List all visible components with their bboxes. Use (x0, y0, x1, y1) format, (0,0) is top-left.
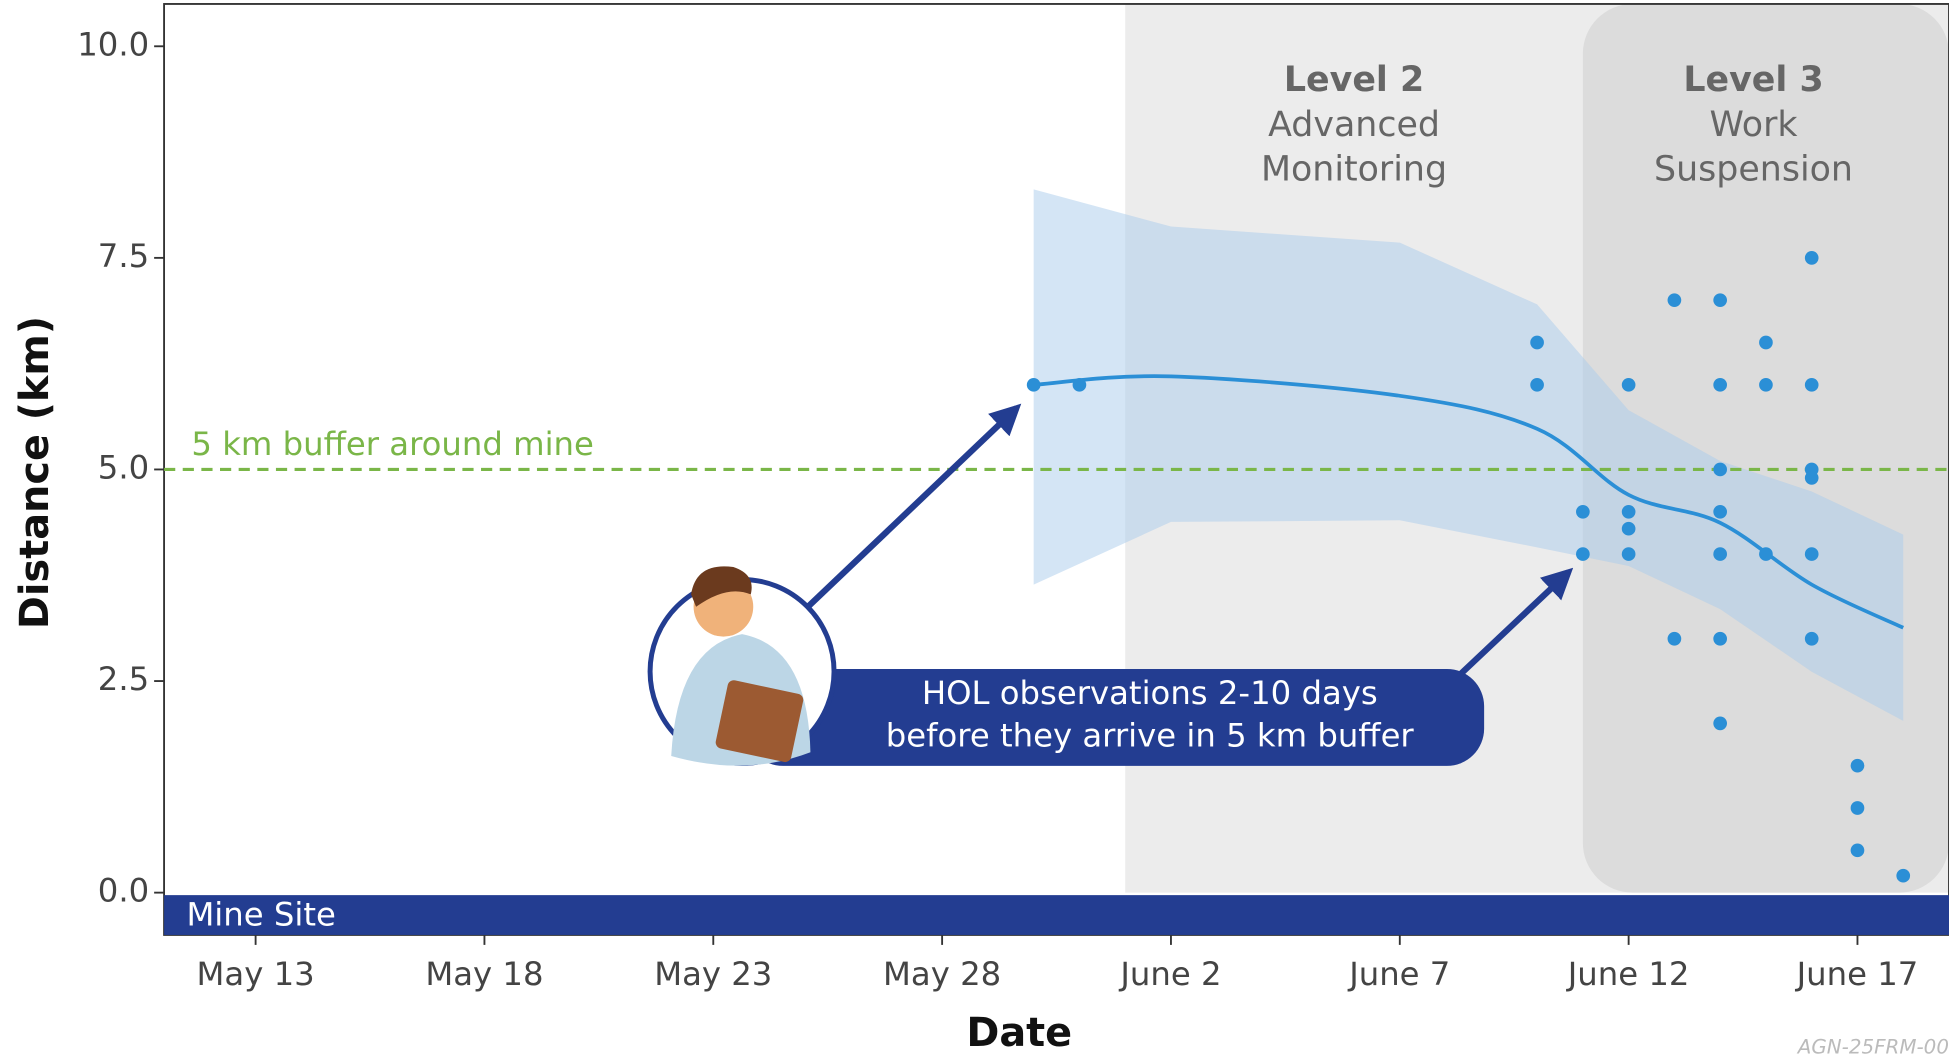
observation-point (1851, 759, 1865, 773)
annotation-text: HOL observations 2-10 days (922, 674, 1378, 712)
page: {"chart_data": { "type": "scatter", "x_l… (0, 0, 1949, 1057)
observation-point (1073, 378, 1087, 392)
observation-point (1530, 336, 1544, 350)
x-tick-label: May 18 (425, 955, 543, 993)
observation-point (1713, 293, 1727, 307)
observation-point (1530, 378, 1544, 392)
observation-point (1668, 293, 1682, 307)
y-tick-label: 2.5 (98, 660, 149, 698)
mine-site-label: Mine Site (186, 895, 335, 933)
observation-point (1027, 378, 1041, 392)
y-axis-label: Distance (km) (12, 316, 58, 629)
chart: Level 2 Advanced Monitoring Level 3 Work Susp… (0, 0, 1949, 1057)
y-tick-label: 10.0 (77, 25, 149, 63)
mine-site-band (164, 895, 1949, 935)
zone-label: Work (1709, 105, 1798, 145)
x-tick-label: May 28 (883, 955, 1001, 993)
observation-point (1576, 547, 1590, 561)
observation-point (1713, 547, 1727, 561)
observation-point (1896, 869, 1910, 883)
observation-point (1622, 505, 1636, 519)
zone-title: Level 2 (1284, 60, 1424, 100)
zone-label: Monitoring (1261, 150, 1447, 190)
observation-point (1713, 378, 1727, 392)
x-tick-label: June 12 (1566, 955, 1690, 993)
y-tick-label: 0.0 (98, 872, 149, 910)
y-tick-label: 7.5 (98, 237, 149, 275)
observation-point (1622, 547, 1636, 561)
watermark: AGN-25FRM-00 (1796, 1036, 1949, 1057)
observation-point (1851, 843, 1865, 857)
observation-point (1713, 463, 1727, 477)
observation-point (1851, 801, 1865, 815)
zone-title: Level 3 (1683, 60, 1823, 100)
observation-point (1622, 378, 1636, 392)
x-tick-label: June 2 (1118, 955, 1221, 993)
observation-point (1805, 547, 1819, 561)
observation-point (1576, 505, 1590, 519)
observation-point (1759, 547, 1773, 561)
observation-point (1805, 632, 1819, 646)
observation-point (1805, 251, 1819, 265)
observation-point (1759, 378, 1773, 392)
x-tick-label: June 17 (1795, 955, 1919, 993)
observation-point (1759, 336, 1773, 350)
x-tick-label: May 23 (654, 955, 772, 993)
observation-point (1713, 632, 1727, 646)
y-tick-label: 5.0 (98, 448, 149, 486)
x-tick-label: June 7 (1347, 955, 1450, 993)
observation-point (1713, 505, 1727, 519)
buffer-label: 5 km buffer around mine (191, 425, 593, 463)
annotation-text: before they arrive in 5 km buffer (886, 716, 1415, 754)
observation-point (1805, 471, 1819, 485)
x-tick-label: May 13 (197, 955, 315, 993)
observation-point (1622, 522, 1636, 536)
zone-label: Suspension (1654, 150, 1853, 190)
observation-point (1805, 378, 1819, 392)
x-axis-label: Date (966, 1010, 1072, 1056)
zone-label: Advanced (1268, 105, 1440, 145)
observation-point (1668, 632, 1682, 646)
observation-point (1713, 717, 1727, 731)
